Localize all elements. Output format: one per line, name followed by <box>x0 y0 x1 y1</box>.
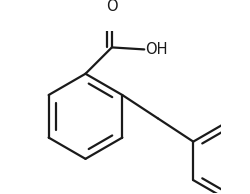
Text: OH: OH <box>145 42 168 57</box>
Text: O: O <box>106 0 118 14</box>
